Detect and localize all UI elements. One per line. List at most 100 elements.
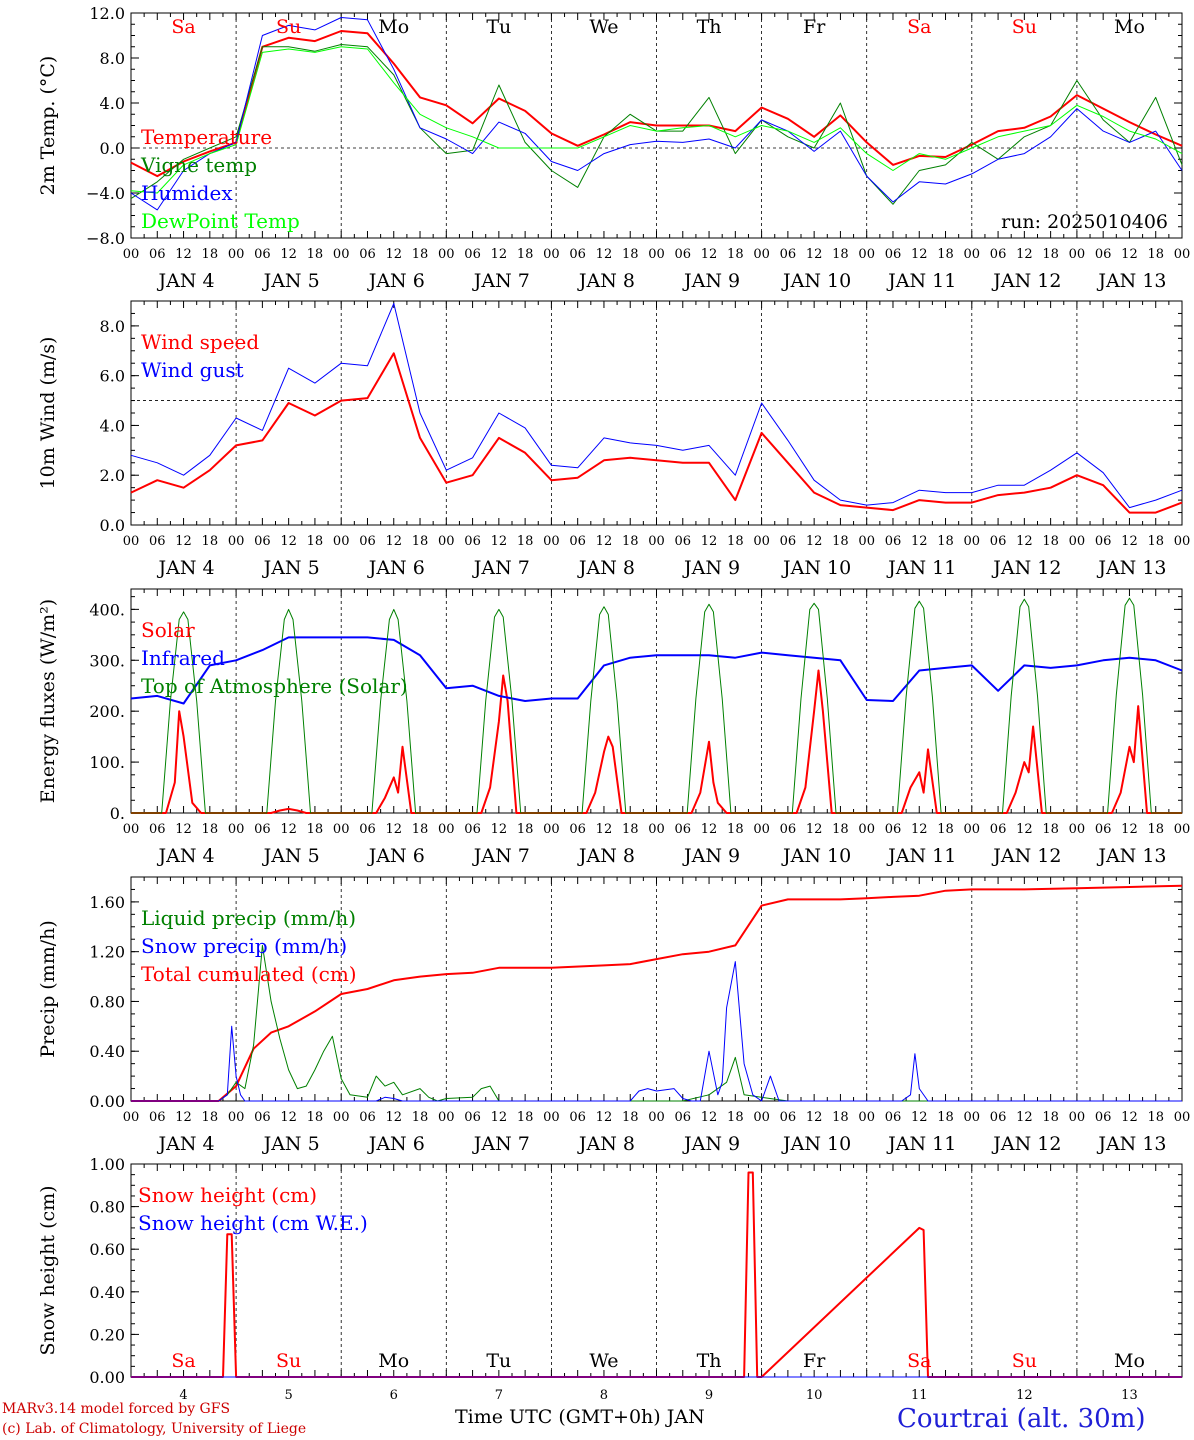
hour-label: 00 xyxy=(228,247,245,262)
station-title: Courtrai (alt. 30m) xyxy=(897,1404,1146,1434)
y-tick-label: 0.00 xyxy=(89,1092,125,1111)
weekday-label: Fr xyxy=(803,16,826,38)
hour-label: 06 xyxy=(780,822,797,837)
hour-label: 06 xyxy=(1095,247,1112,262)
hour-label: 18 xyxy=(622,534,639,549)
weekday-label: Mo xyxy=(378,1350,409,1372)
hour-label: 06 xyxy=(990,822,1007,837)
hour-label: 00 xyxy=(648,1110,665,1125)
weekday-label: Su xyxy=(276,1350,301,1372)
hour-label: 00 xyxy=(1069,822,1086,837)
series-line-top-of-atmosphere-solar- xyxy=(131,597,1182,814)
weekday-label: We xyxy=(589,16,618,38)
y-tick-label: 8.0 xyxy=(100,317,125,336)
y-axis-title: 2m Temp. (°C) xyxy=(37,56,59,196)
hour-label: 06 xyxy=(149,247,166,262)
y-axis-title: Precip (mm/h) xyxy=(37,920,59,1058)
day-label: JAN 11 xyxy=(886,270,956,292)
hour-label: 18 xyxy=(832,822,849,837)
day-number-label: 7 xyxy=(495,1388,503,1403)
y-tick-label: −8.0 xyxy=(86,229,125,248)
hour-label: 18 xyxy=(517,822,534,837)
hour-label: 12 xyxy=(175,1110,192,1125)
day-label: JAN 9 xyxy=(682,270,740,292)
y-tick-label: 200. xyxy=(89,702,125,721)
day-label: JAN 5 xyxy=(262,845,320,867)
hour-label: 06 xyxy=(780,534,797,549)
footer: MARv3.14 model forced by GFS (c) Lab. of… xyxy=(2,1401,1146,1437)
hour-label: 06 xyxy=(254,1110,271,1125)
hour-label: 00 xyxy=(858,247,875,262)
y-tick-label: 12.0 xyxy=(89,4,125,23)
hour-label: 18 xyxy=(622,1110,639,1125)
y-tick-label: 4.0 xyxy=(100,94,125,113)
hour-label: 12 xyxy=(1121,1110,1138,1125)
hour-label: 06 xyxy=(254,247,271,262)
hour-label: 00 xyxy=(333,534,350,549)
series-line-liquid-precip-mm-h- xyxy=(131,944,1182,1102)
hour-label: 18 xyxy=(622,822,639,837)
hour-label: 06 xyxy=(464,822,481,837)
series-line-infrared xyxy=(130,636,1183,705)
hour-label: 06 xyxy=(780,247,797,262)
day-number-label: 5 xyxy=(285,1388,293,1403)
hour-label: 00 xyxy=(123,247,140,262)
day-label: JAN 4 xyxy=(157,270,215,292)
panel-2: 8.0 6.0 4.0 2.0 0.0 10m Wind (m/s) Wind speed W… xyxy=(37,300,1191,579)
hour-label: 18 xyxy=(1042,1110,1059,1125)
day-label: JAN 5 xyxy=(262,1133,320,1155)
hour-label: 18 xyxy=(1147,822,1164,837)
hour-label: 00 xyxy=(1069,1110,1086,1125)
hour-label: 18 xyxy=(307,534,324,549)
hour-label: 18 xyxy=(517,247,534,262)
legend-entry: Snow precip (mm/h) xyxy=(141,934,347,958)
hour-label: 06 xyxy=(254,822,271,837)
hour-label: 06 xyxy=(359,822,376,837)
day-label: JAN 10 xyxy=(781,1133,851,1155)
y-tick-label: 0.20 xyxy=(89,1325,125,1344)
day-label: JAN 4 xyxy=(157,1133,215,1155)
y-tick-label: 8.0 xyxy=(100,49,125,68)
hour-label: 06 xyxy=(464,247,481,262)
hour-label: 12 xyxy=(1121,534,1138,549)
hour-label: 00 xyxy=(1174,247,1191,262)
legend-entry: Humidex xyxy=(141,181,233,205)
hour-label: 06 xyxy=(675,1110,692,1125)
hour-label: 06 xyxy=(359,1110,376,1125)
weekday-label: Fr xyxy=(803,1350,826,1372)
hour-label: 00 xyxy=(1174,534,1191,549)
y-axis-title: 10m Wind (m/s) xyxy=(37,337,59,490)
y-axis-title: Snow height (cm) xyxy=(37,1185,59,1355)
hour-label: 00 xyxy=(228,822,245,837)
hour-label: 00 xyxy=(753,247,770,262)
y-tick-label: 300. xyxy=(89,651,125,670)
day-label: JAN 4 xyxy=(157,845,215,867)
hour-label: 18 xyxy=(937,534,954,549)
hour-label: 12 xyxy=(385,247,402,262)
hour-label: 12 xyxy=(385,534,402,549)
hour-label: 12 xyxy=(911,822,928,837)
day-label: JAN 11 xyxy=(886,1133,956,1155)
day-label: JAN 13 xyxy=(1096,845,1166,867)
hour-label: 18 xyxy=(412,247,429,262)
hour-label: 06 xyxy=(149,1110,166,1125)
hour-label: 18 xyxy=(1147,247,1164,262)
hour-label: 18 xyxy=(727,534,744,549)
weekday-label: Tu xyxy=(486,1350,511,1372)
y-tick-label: 0.0 xyxy=(100,516,125,535)
hour-label: 00 xyxy=(438,822,455,837)
hour-label: 00 xyxy=(858,822,875,837)
hour-label: 12 xyxy=(491,534,508,549)
day-label: JAN 8 xyxy=(577,557,635,579)
day-label: JAN 7 xyxy=(472,557,530,579)
hour-label: 18 xyxy=(832,247,849,262)
weekday-label: Sa xyxy=(907,1350,931,1372)
hour-label: 12 xyxy=(385,822,402,837)
day-label: JAN 4 xyxy=(157,557,215,579)
y-tick-label: 4.0 xyxy=(100,416,125,435)
legend-entry: Top of Atmosphere (Solar) xyxy=(141,674,408,698)
day-number-label: 8 xyxy=(600,1388,608,1403)
weekday-label: Th xyxy=(697,16,722,38)
panel-4: 1.60 1.20 0.80 0.40 0.00 Precip (mm/h) Liquid … xyxy=(37,876,1190,1155)
